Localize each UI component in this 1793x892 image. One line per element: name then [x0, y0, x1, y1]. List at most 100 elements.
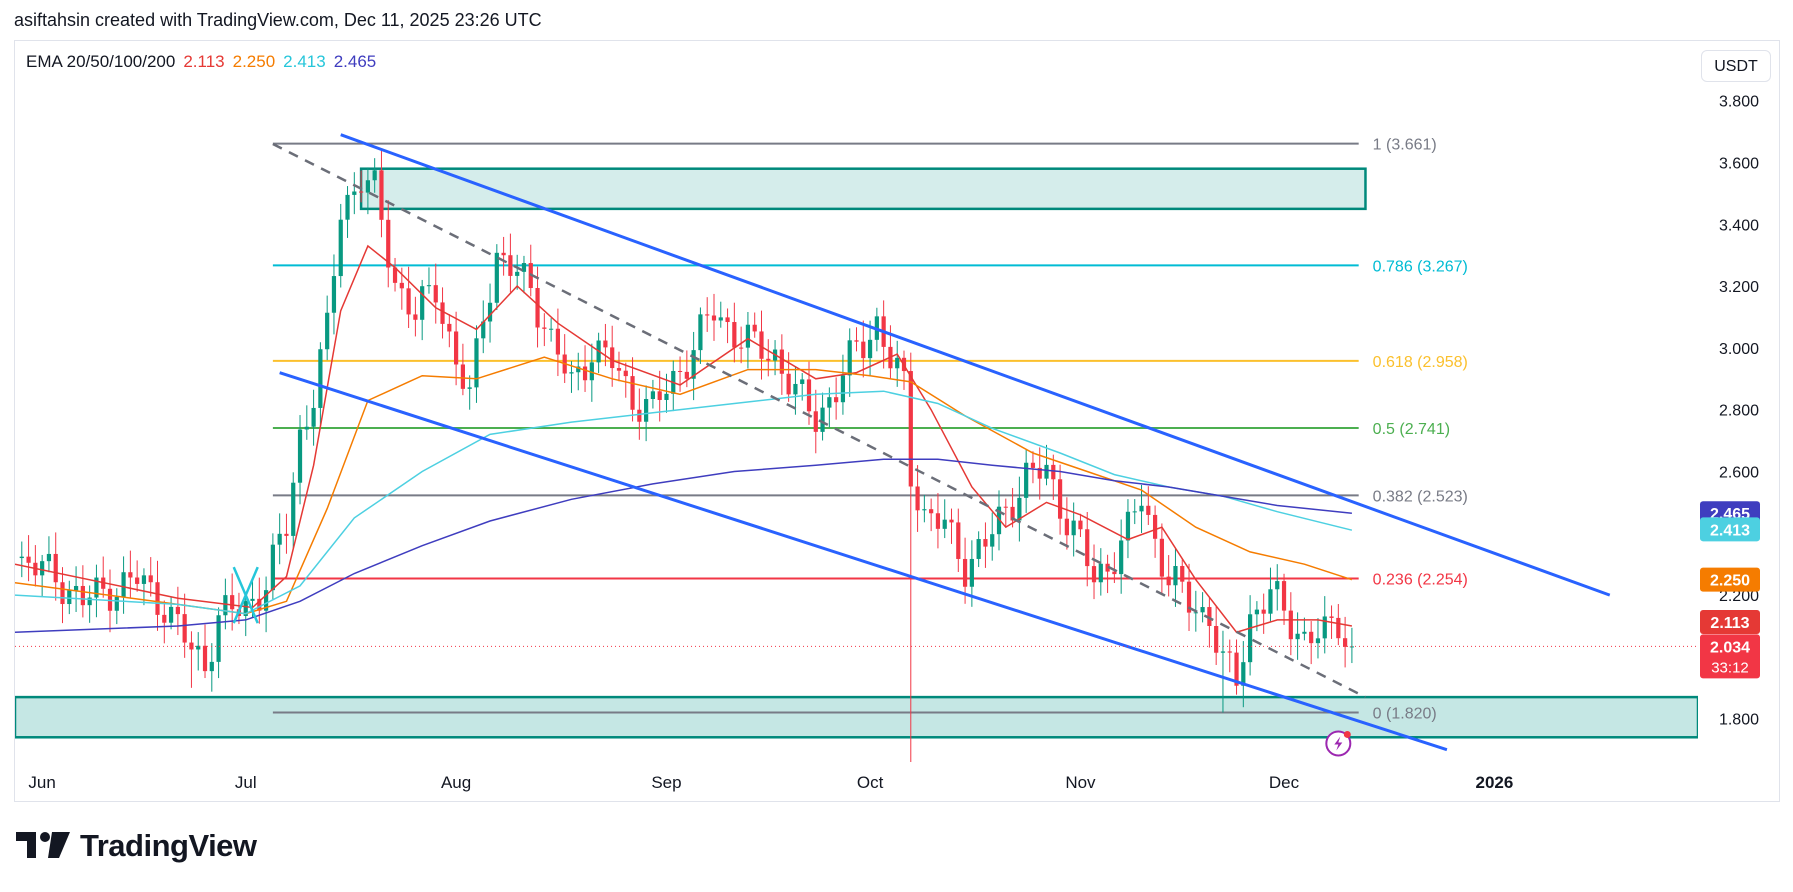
fib-label-0.5: 0.5 (2.741) [1373, 421, 1450, 438]
price-label-text: 2.034 [1710, 639, 1750, 656]
candle-body [1343, 638, 1348, 647]
candle-body [87, 597, 92, 606]
x-tick-label: Sep [651, 773, 681, 792]
candle-body [1146, 505, 1151, 515]
candle-body [386, 219, 391, 268]
candle-body [521, 263, 527, 272]
candle-body [983, 539, 988, 547]
candle-body [698, 314, 703, 351]
candle-body [677, 370, 683, 372]
candle-body [630, 376, 635, 410]
candle-body [162, 614, 167, 623]
ema-legend[interactable]: EMA 20/50/100/200 2.113 2.250 2.413 2.465 [26, 52, 384, 72]
candle-body [1309, 631, 1314, 644]
candle-body [827, 397, 832, 408]
candle-body [270, 544, 275, 591]
candle-body [1214, 625, 1219, 653]
candle-body [766, 358, 771, 361]
candle-body [1051, 464, 1056, 480]
candle-body [216, 615, 221, 662]
candle-body [291, 482, 296, 536]
candle-body [1227, 651, 1232, 653]
x-tick-label: 2026 [1475, 773, 1513, 792]
candle-body [582, 366, 588, 381]
candle-body [243, 600, 248, 616]
candle-body [650, 391, 656, 399]
price-label-bg [1700, 517, 1760, 542]
candle-body [732, 322, 737, 348]
candle-body [379, 170, 384, 220]
candle-body [813, 411, 818, 432]
candle-body [569, 372, 574, 374]
candle-body [535, 288, 540, 328]
candle-body [1003, 506, 1008, 508]
candle-body [467, 387, 472, 389]
candle-body [230, 595, 235, 610]
currency-selector[interactable]: USDT [1701, 50, 1771, 82]
candle-body [1281, 581, 1287, 611]
candle-body [623, 370, 628, 377]
candle-body [352, 191, 357, 195]
candle-body [576, 366, 581, 373]
candle-body [297, 429, 303, 483]
candle-body [1098, 563, 1103, 583]
candle-body [1152, 514, 1158, 539]
candle-body [474, 338, 479, 388]
candle-body [392, 267, 398, 283]
candle-body [1180, 566, 1185, 582]
candle-body [949, 519, 954, 523]
legend-label: EMA 20/50/100/200 [26, 52, 176, 71]
fib-label-0: 0 (1.820) [1373, 706, 1437, 723]
candle-body [1336, 617, 1341, 639]
tradingview-logo[interactable]: TradingView [16, 826, 257, 866]
candle-body [1057, 479, 1063, 519]
candle-body [263, 590, 269, 611]
x-tick-label: Jul [235, 773, 257, 792]
candle-body [1322, 616, 1327, 639]
candle-body [1112, 571, 1117, 575]
chart-header-title: asiftahsin created with TradingView.com,… [14, 10, 542, 30]
candle-body [1085, 529, 1090, 567]
candle-body [1234, 652, 1239, 686]
candle-body [331, 276, 337, 313]
candle-body [1268, 589, 1273, 614]
alert-dot-icon [1343, 730, 1351, 738]
candle-body [46, 553, 52, 562]
candle-body [867, 339, 873, 359]
candle-body [26, 556, 31, 563]
candle-body [691, 350, 696, 379]
candle-body [433, 285, 438, 303]
candle-body [549, 328, 554, 330]
candle-body [1186, 581, 1192, 613]
candle-body [1010, 506, 1015, 521]
y-tick-label: 3.400 [1719, 217, 1759, 234]
candle-body [135, 577, 140, 584]
candle-body [1139, 505, 1144, 512]
candle-body [1254, 609, 1259, 615]
candle-body [657, 391, 662, 400]
y-tick-label: 3.200 [1719, 279, 1759, 296]
candle-body [325, 312, 330, 350]
candle-body [121, 572, 126, 597]
candle-body [182, 614, 187, 643]
price-label-bg [1700, 567, 1760, 592]
candle-body [976, 539, 981, 559]
candle-body [1302, 631, 1307, 634]
candle-body [820, 407, 825, 432]
candle-body [942, 519, 947, 529]
zone-resistance [359, 167, 1367, 211]
y-tick-label: 2.800 [1719, 403, 1759, 420]
candle-body [745, 324, 751, 348]
candle-body [895, 357, 900, 369]
candle-body [779, 349, 784, 374]
candle-body [19, 556, 24, 559]
candle-body [956, 522, 961, 559]
legend-ema50-value: 2.250 [232, 52, 276, 71]
candle-body [223, 595, 228, 616]
candle-body [80, 585, 85, 606]
candle-body [155, 582, 160, 615]
candle-body [67, 590, 72, 605]
candle-body [800, 379, 805, 384]
candle-body [202, 645, 208, 672]
